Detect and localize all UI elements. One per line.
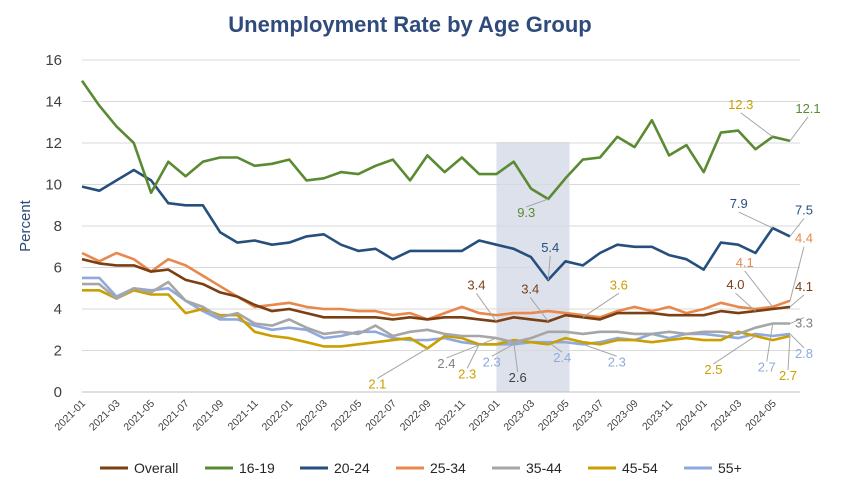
annotation-leader: [547, 341, 563, 353]
x-tick-label: 2022-09: [398, 398, 434, 434]
annotation-leader: [476, 293, 497, 322]
y-tick-label: 4: [54, 301, 62, 318]
annotation-leader: [526, 198, 549, 208]
annotation-leader: [735, 292, 756, 312]
annotation-leader: [738, 211, 773, 229]
annotation-label: 3.4: [467, 277, 485, 292]
annotation-label: 12.3: [728, 97, 753, 112]
annotation-label: 2.4: [553, 350, 571, 365]
y-tick-label: 8: [54, 218, 62, 235]
chart-title: Unemployment Rate by Age Group: [228, 12, 591, 37]
annotation-label: 9.3: [517, 205, 535, 220]
x-tick-label: 2022-11: [433, 398, 468, 433]
series-line-Overall: [81, 257, 791, 323]
annotation-leader: [446, 337, 497, 359]
annotation-label: 5.4: [541, 240, 559, 255]
annotation-leader: [766, 323, 774, 362]
annotation-leader: [789, 294, 805, 308]
annotation-label: 3.4: [521, 281, 539, 296]
y-tick-label: 12: [45, 135, 62, 152]
x-tick-label: 2021-07: [156, 398, 192, 434]
legend-label-35-44: 35-44: [526, 460, 562, 476]
x-tick-label: 2023-07: [570, 398, 606, 434]
annotation-label: 4.4: [795, 231, 813, 246]
x-tick-label: 2024-03: [709, 398, 745, 434]
x-tick-label: 2023-05: [536, 398, 572, 434]
legend-label-55+: 55+: [718, 460, 742, 476]
annotation-leader: [547, 255, 551, 280]
annotation-label: 2.8: [795, 346, 813, 361]
annotation-leader: [789, 246, 805, 301]
annotation-leader: [713, 335, 756, 365]
annotation-leader: [789, 333, 805, 349]
annotation-label: 4.1: [795, 279, 813, 294]
x-tick-label: 2022-03: [294, 398, 330, 434]
annotation-label: 4.0: [726, 277, 744, 292]
y-tick-label: 16: [45, 52, 62, 69]
y-axis-label: Percent: [17, 199, 34, 252]
legend-label-Overall: Overall: [134, 460, 178, 476]
x-tick-label: 2022-07: [363, 398, 399, 434]
annotation-leader: [491, 343, 514, 357]
annotation-label: 2.7: [758, 360, 776, 375]
annotation-label: 7.5: [795, 202, 813, 217]
x-tick-label: 2023-03: [501, 398, 537, 434]
annotation-label: 3.6: [610, 277, 628, 292]
annotation-leader: [529, 297, 549, 322]
annotation-leader: [582, 343, 617, 357]
annotation-leader: [789, 218, 805, 237]
annotation-label: 2.6: [509, 370, 527, 385]
annotation-label: 2.3: [458, 366, 476, 381]
x-tick-label: 2022-01: [260, 398, 296, 434]
annotation-leader: [744, 270, 774, 308]
annotation-label: 2.3: [608, 354, 626, 369]
y-tick-label: 14: [45, 94, 62, 111]
annotation-leader: [740, 112, 774, 138]
y-tick-label: 0: [54, 384, 62, 401]
legend-label-20-24: 20-24: [334, 460, 370, 476]
legend-label-25-34: 25-34: [430, 460, 466, 476]
annotation-label: 4.1: [736, 255, 754, 270]
y-tick-label: 2: [54, 343, 62, 360]
x-tick-label: 2024-01: [674, 398, 710, 434]
x-tick-label: 2021-03: [87, 398, 123, 434]
annotation-label: 3.3: [795, 316, 813, 331]
x-tick-label: 2023-11: [640, 398, 675, 433]
y-tick-label: 10: [45, 177, 62, 194]
x-tick-label: 2021-11: [226, 398, 261, 433]
annotation-leader: [789, 317, 805, 324]
annotation-label: 12.1: [795, 101, 820, 116]
x-tick-label: 2024-05: [743, 398, 779, 434]
annotation-label: 2.7: [779, 368, 797, 383]
annotation-label: 2.1: [368, 376, 386, 391]
x-tick-label: 2021-01: [52, 398, 88, 434]
annotation-label: 2.5: [704, 362, 722, 377]
y-tick-label: 6: [54, 260, 62, 277]
annotation-leader: [466, 344, 480, 369]
series-line-35-44: [82, 280, 790, 344]
series-line-16-19: [80, 80, 791, 201]
series-line-20-24: [81, 168, 791, 282]
annotation-label: 2.4: [437, 356, 455, 371]
x-tick-label: 2021-09: [191, 398, 227, 434]
annotation-leader: [513, 342, 519, 373]
legend-label-16-19: 16-19: [239, 460, 275, 476]
annotation-leader: [787, 335, 791, 371]
series-line-25-34: [81, 251, 791, 321]
x-tick-label: 2022-05: [329, 398, 365, 434]
annotation-leader: [789, 116, 809, 142]
legend-label-45-54: 45-54: [622, 460, 658, 476]
x-tick-label: 2023-09: [605, 398, 641, 434]
x-tick-label: 2021-05: [121, 398, 157, 434]
series-line-45-54: [82, 288, 791, 350]
annotation-label: 2.3: [483, 354, 501, 369]
x-tick-label: 2023-01: [467, 398, 503, 434]
annotation-label: 7.9: [730, 196, 748, 211]
annotation-leader: [582, 292, 620, 318]
annotation-leader: [377, 347, 428, 379]
